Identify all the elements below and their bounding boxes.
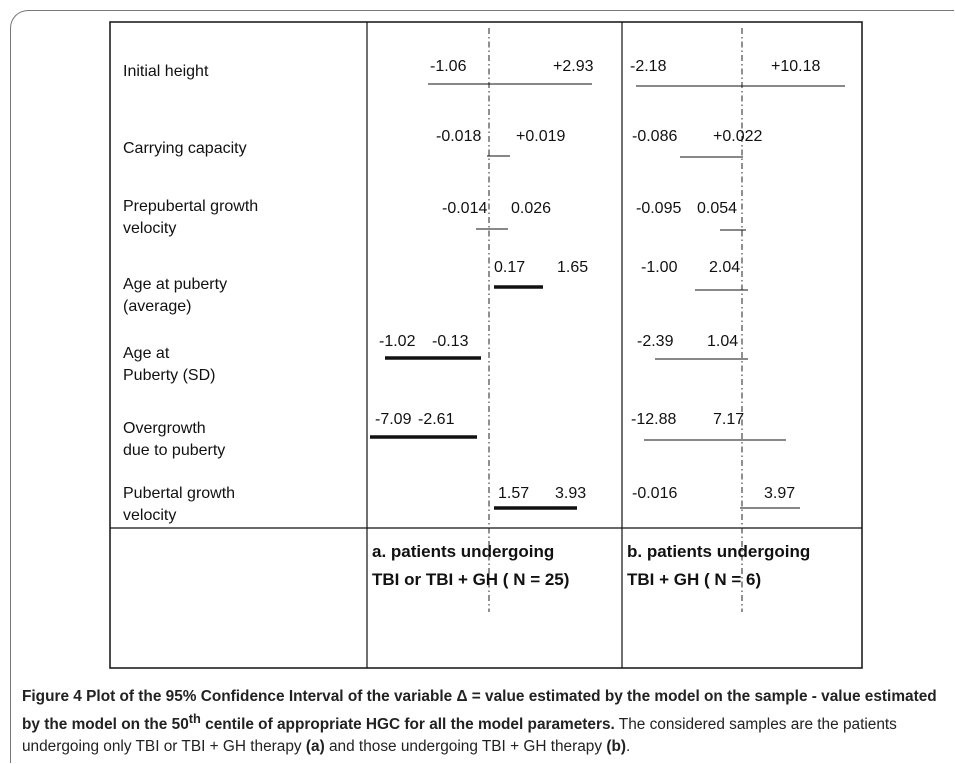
ci-lower: -2.39 [637,333,674,350]
ci-upper: 0.026 [511,200,551,217]
column-label: a. patients undergoing [372,542,554,561]
figure-frame [10,10,954,763]
ci-upper: 3.93 [555,485,586,502]
caption-text: The considered samples are the patients … [22,716,897,756]
ci-upper: 0.054 [697,200,737,217]
caption-sup: th [188,711,201,726]
ci-upper: 2.04 [709,259,740,276]
row-label: Pubertal growth [123,485,235,502]
ci-lower: -12.88 [631,411,676,428]
row-label: Overgrowth [123,420,206,437]
row-label: due to puberty [123,442,225,459]
ci-lower: -1.02 [379,333,416,350]
ci-upper: -2.61 [418,411,455,428]
ci-upper: +10.18 [771,58,820,75]
ci-upper: 7.17 [713,411,744,428]
caption-ref: (a) [305,738,325,756]
row-label: Puberty (SD) [123,367,215,384]
row-label: velocity [123,220,176,237]
ci-upper: +0.019 [516,128,565,145]
ci-lower: 1.57 [498,485,529,502]
row-label: Age at [123,345,170,362]
ci-lower: -0.095 [636,200,681,217]
column-label: TBI or TBI + GH ( N = 25) [372,570,569,589]
row-label: Age at puberty [123,276,227,293]
row-label: velocity [123,507,176,524]
column-label: b. patients undergoing [627,542,810,561]
caption-figure: Figure 4 [22,688,82,705]
ci-lower: -0.018 [436,128,481,145]
ci-upper: 3.97 [764,485,795,502]
ci-upper: -0.13 [432,333,469,350]
caption-text: . [626,738,631,756]
row-label: Prepubertal growth [123,198,258,215]
table-border [109,21,863,669]
caption-text: and those undergoing TBI + GH therapy [324,738,607,756]
ci-lower: -0.014 [442,200,487,217]
ci-upper: 1.04 [707,333,738,350]
ci-lower: -2.18 [630,58,667,75]
ci-upper: 1.65 [557,259,588,276]
ci-lower: -1.06 [430,58,467,75]
caption-ref: (b) [606,738,626,756]
caption: Figure 4 Plot of the 95% Confidence Inte… [22,686,940,758]
ci-lower: -0.086 [632,128,677,145]
caption-title-end: centile of appropriate HGC for all the m… [200,716,615,734]
row-label: (average) [123,298,191,315]
ci-lower: -0.016 [632,485,677,502]
ci-lower: -7.09 [375,411,412,428]
figure-table: a. patients undergoing TBI or TBI + GH (… [109,21,863,669]
caption-title: Plot of the 95% Confidence Interval of t… [22,688,937,734]
column-label: TBI + GH ( N = 6) [627,570,761,589]
ci-lower: -1.00 [641,259,678,276]
ci-upper: +2.93 [553,58,594,75]
ci-upper: +0.022 [713,128,762,145]
row-label: Carrying capacity [123,140,247,157]
row-label: Initial height [123,63,209,80]
ci-lower: 0.17 [494,259,525,276]
